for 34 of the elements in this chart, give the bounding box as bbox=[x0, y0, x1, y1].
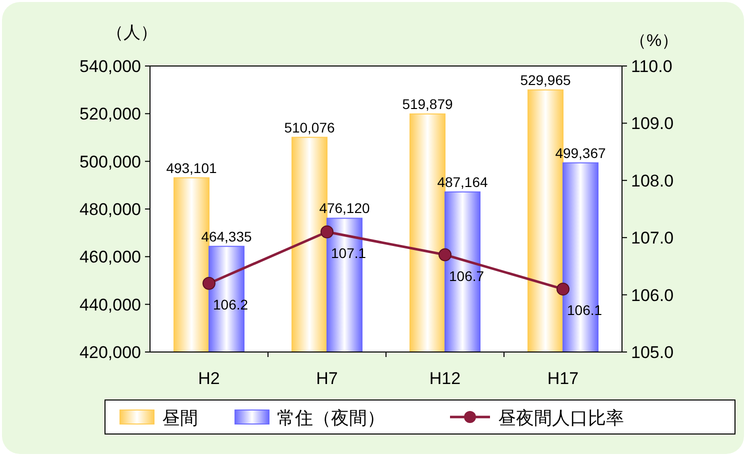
data-label: 106.2 bbox=[213, 296, 248, 312]
y2-axis-title: （%） bbox=[629, 31, 679, 50]
data-label: 493,101 bbox=[166, 160, 218, 176]
y-tick-label: 420,000 bbox=[80, 343, 141, 362]
x-tick-label: H7 bbox=[316, 369, 338, 388]
y2-tick-label: 107.0 bbox=[631, 228, 674, 248]
x-tick-label: H2 bbox=[198, 369, 220, 388]
y-tick-label: 520,000 bbox=[80, 104, 141, 124]
x-tick-label: H17 bbox=[547, 369, 579, 388]
point bbox=[438, 248, 452, 262]
data-label: 107.1 bbox=[331, 244, 366, 261]
point bbox=[320, 225, 334, 238]
y2-tick-label: 110.0 bbox=[631, 57, 672, 76]
y-tick-label: 480,000 bbox=[80, 200, 141, 219]
data-label: 106.1 bbox=[567, 302, 602, 318]
y2-tick-label: 109.0 bbox=[631, 114, 674, 134]
data-label: 106.7 bbox=[449, 268, 484, 284]
legend-label: 昼夜間人口比率 bbox=[498, 408, 624, 428]
data-label: 510,076 bbox=[284, 119, 336, 136]
data-label: 529,965 bbox=[520, 72, 572, 88]
point bbox=[202, 276, 216, 290]
y2-tick-label: 106.0 bbox=[631, 286, 674, 305]
point bbox=[556, 282, 570, 296]
y2-tick-label: 108.0 bbox=[631, 171, 674, 190]
x-tick-label: H12 bbox=[429, 369, 461, 388]
legend-label: 昼間 bbox=[162, 408, 198, 428]
y-tick-label: 500,000 bbox=[80, 152, 141, 172]
legend-label: 常住（夜間） bbox=[277, 408, 385, 428]
y-axis-title: （人） bbox=[106, 23, 158, 42]
y-tick-label: 460,000 bbox=[80, 248, 141, 267]
y-tick-label: 540,000 bbox=[80, 57, 141, 76]
y-tick-label: 440,000 bbox=[80, 295, 141, 314]
data-label: 519,879 bbox=[402, 96, 454, 112]
y2-tick-label: 105.0 bbox=[631, 343, 674, 362]
